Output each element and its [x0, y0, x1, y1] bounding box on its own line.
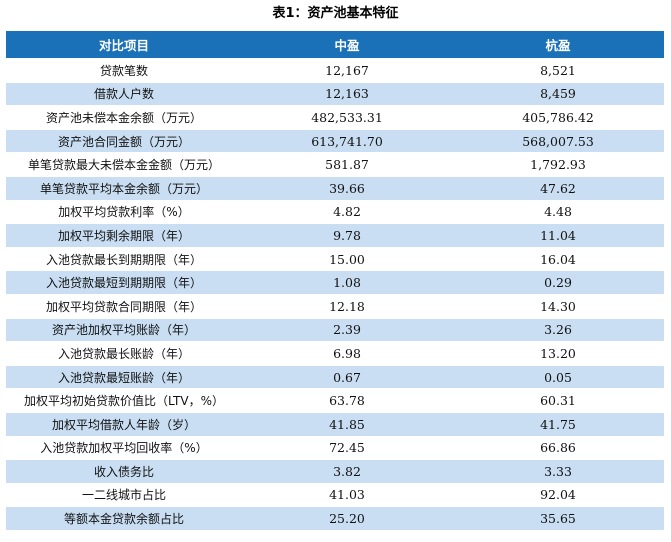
value-hangying: 47.62 [452, 175, 664, 201]
value-zhongying: 39.66 [242, 175, 452, 201]
header-row: 对比项目 中盈 杭盈 [6, 31, 664, 59]
table-row: 加权平均贷款利率（%） 4.82 4.48 [6, 199, 664, 224]
value-hangying: 14.30 [452, 293, 664, 319]
value-hangying: 41.75 [452, 411, 664, 436]
table-row: 入池贷款最长账龄（年） 6.98 13.20 [6, 341, 664, 366]
value-zhongying: 613,741.70 [242, 128, 452, 153]
row-label: 单笔贷款平均本金余额（万元） [6, 175, 242, 201]
table-row: 入池贷款最短到期期限（年） 1.08 0.29 [6, 270, 664, 295]
row-label: 资产池加权平均账龄（年） [6, 317, 242, 342]
value-hangying: 0.29 [452, 270, 664, 295]
table-row: 入池贷款最长到期期限（年） 15.00 16.04 [6, 246, 664, 271]
value-hangying: 60.31 [452, 388, 664, 413]
table-title: 表1：资产池基本特征 [272, 6, 399, 21]
value-hangying: 8,459 [452, 81, 664, 106]
value-zhongying: 9.78 [242, 223, 452, 248]
row-label: 加权平均初始贷款价值比（LTV，%） [6, 388, 242, 413]
row-label: 入池贷款最长账龄（年） [6, 341, 242, 366]
value-hangying: 8,521 [452, 58, 664, 83]
value-zhongying: 15.00 [242, 246, 452, 271]
value-zhongying: 12,163 [242, 81, 452, 106]
table-row: 入池贷款加权平均回收率（%） 72.45 66.86 [6, 435, 664, 460]
row-label: 加权平均剩余期限（年） [6, 223, 242, 248]
row-label: 加权平均借款人年龄（岁） [6, 411, 242, 436]
table-row: 加权平均剩余期限（年） 9.78 11.04 [6, 223, 664, 248]
row-label: 加权平均贷款利率（%） [6, 199, 242, 224]
table-header: 对比项目 中盈 杭盈 [6, 31, 664, 59]
value-zhongying: 2.39 [242, 317, 452, 342]
value-zhongying: 25.20 [242, 506, 452, 530]
row-label: 借款人户数 [6, 81, 242, 106]
value-zhongying: 581.87 [242, 152, 452, 177]
row-label: 一二线城市占比 [6, 482, 242, 507]
row-label: 等额本金贷款余额占比 [6, 506, 242, 530]
value-zhongying: 12.18 [242, 293, 452, 319]
row-label: 资产池合同金额（万元） [6, 128, 242, 153]
value-hangying: 3.26 [452, 317, 664, 342]
row-label: 入池贷款最短账龄（年） [6, 364, 242, 389]
table-body: 贷款笔数 12,167 8,521 借款人户数 12,163 8,459 资产池未偿本金余额… [6, 58, 664, 530]
value-zhongying: 72.45 [242, 435, 452, 460]
table-row: 入池贷款最短账龄（年） 0.67 0.05 [6, 364, 664, 389]
value-zhongying: 3.82 [242, 459, 452, 484]
table-row: 一二线城市占比 41.03 92.04 [6, 482, 664, 507]
table-row: 收入债务比 3.82 3.33 [6, 459, 664, 484]
value-zhongying: 482,533.31 [242, 105, 452, 130]
header-zhongying: 中盈 [242, 31, 452, 59]
value-hangying: 16.04 [452, 246, 664, 271]
value-hangying: 4.48 [452, 199, 664, 224]
table-row: 加权平均贷款合同期限（年） 12.18 14.30 [6, 293, 664, 319]
row-label: 单笔贷款最大未偿本金金额（万元） [6, 152, 242, 177]
row-label: 贷款笔数 [6, 58, 242, 83]
row-label: 资产池未偿本金余额（万元） [6, 105, 242, 130]
table-row: 单笔贷款最大未偿本金金额（万元） 581.87 1,792.93 [6, 152, 664, 177]
value-hangying: 3.33 [452, 459, 664, 484]
value-hangying: 568,007.53 [452, 128, 664, 153]
value-hangying: 66.86 [452, 435, 664, 460]
value-zhongying: 6.98 [242, 341, 452, 366]
value-zhongying: 63.78 [242, 388, 452, 413]
value-zhongying: 4.82 [242, 199, 452, 224]
header-item: 对比项目 [6, 31, 242, 59]
row-label: 收入债务比 [6, 459, 242, 484]
value-hangying: 35.65 [452, 506, 664, 530]
value-zhongying: 41.03 [242, 482, 452, 507]
table-row: 资产池合同金额（万元） 613,741.70 568,007.53 [6, 128, 664, 153]
value-hangying: 11.04 [452, 223, 664, 248]
row-label: 入池贷款最长到期期限（年） [6, 246, 242, 271]
table-row: 等额本金贷款余额占比 25.20 35.65 [6, 506, 664, 530]
value-hangying: 1,792.93 [452, 152, 664, 177]
value-hangying: 13.20 [452, 341, 664, 366]
table-row: 资产池加权平均账龄（年） 2.39 3.26 [6, 317, 664, 342]
value-hangying: 0.05 [452, 364, 664, 389]
asset-pool-table: 对比项目 中盈 杭盈 贷款笔数 12,167 8,521 借款人户数 12,163 8,4… [6, 31, 664, 530]
value-zhongying: 12,167 [242, 58, 452, 83]
row-label: 入池贷款最短到期期限（年） [6, 270, 242, 295]
row-label: 加权平均贷款合同期限（年） [6, 293, 242, 319]
table-row: 借款人户数 12,163 8,459 [6, 81, 664, 106]
header-hangying: 杭盈 [452, 31, 664, 59]
table-row: 资产池未偿本金余额（万元） 482,533.31 405,786.42 [6, 105, 664, 130]
table-row: 加权平均借款人年龄（岁） 41.85 41.75 [6, 411, 664, 436]
table-row: 贷款笔数 12,167 8,521 [6, 58, 664, 83]
row-label: 入池贷款加权平均回收率（%） [6, 435, 242, 460]
table-row: 单笔贷款平均本金余额（万元） 39.66 47.62 [6, 175, 664, 201]
value-zhongying: 1.08 [242, 270, 452, 295]
table-row: 加权平均初始贷款价值比（LTV，%） 63.78 60.31 [6, 388, 664, 413]
value-zhongying: 41.85 [242, 411, 452, 436]
value-hangying: 405,786.42 [452, 105, 664, 130]
value-zhongying: 0.67 [242, 364, 452, 389]
value-hangying: 92.04 [452, 482, 664, 507]
